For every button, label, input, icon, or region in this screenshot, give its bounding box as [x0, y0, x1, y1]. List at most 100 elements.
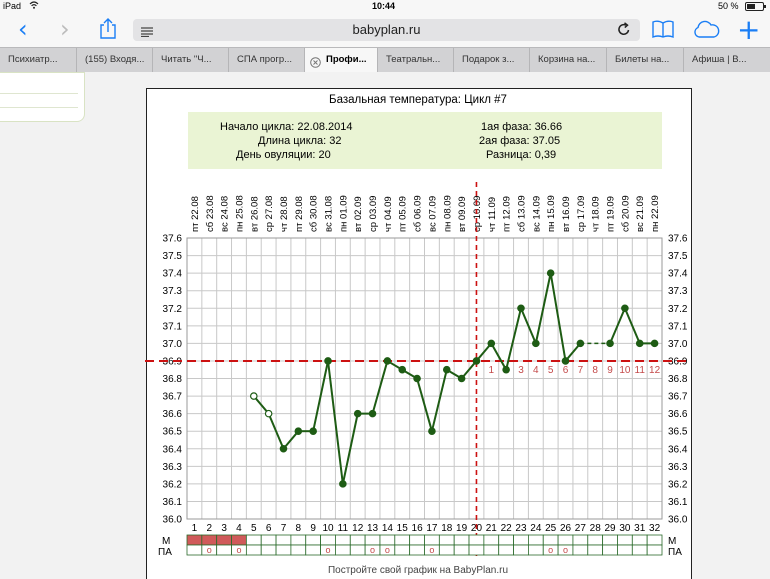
tab-active[interactable]: Профи... [305, 48, 378, 72]
m-cell [424, 534, 440, 546]
day-number: 19 [456, 523, 468, 534]
url-text: babyplan.ru [352, 22, 421, 37]
difference: Разница: 0,39 [486, 149, 557, 161]
m-cell [617, 534, 633, 546]
temp-line [460, 360, 478, 380]
tab-bar: Психиатр... (155) Входя... Читать "Ч... … [0, 47, 770, 73]
address-bar[interactable]: babyplan.ru [133, 19, 640, 41]
y-tick-label-right: 36.8 [668, 374, 688, 385]
pa-cell [305, 544, 321, 556]
pa-cell [528, 544, 544, 556]
date-label: сб 06.09 [413, 195, 424, 232]
tab[interactable]: (155) Входя... [77, 48, 153, 72]
temp-line [253, 395, 270, 415]
date-label: ср 10.09 [472, 196, 483, 232]
y-tick-label-right: 36.6 [668, 409, 688, 420]
m-cell [453, 534, 470, 546]
reader-icon[interactable] [141, 24, 153, 42]
forward-icon[interactable]: › [60, 15, 70, 43]
temp-point [546, 269, 555, 277]
post-ovulation-label: 9 [607, 365, 613, 376]
pa-cell [498, 544, 514, 556]
pa-marker: o [385, 545, 390, 555]
temp-point [413, 374, 421, 383]
bookmarks-icon[interactable] [652, 20, 674, 44]
m-cell [602, 534, 618, 546]
m-cell [438, 534, 455, 546]
m-cell [186, 534, 203, 546]
m-cell [587, 534, 604, 546]
m-cell [394, 534, 411, 546]
m-cell [379, 534, 396, 546]
tab[interactable]: СПА прогр... [229, 48, 305, 72]
m-cell [498, 534, 514, 546]
tab[interactable]: Корзина на... [530, 48, 607, 72]
date-label: сб 13.09 [516, 195, 527, 232]
date-label: пт 12.09 [502, 196, 513, 232]
y-tick-label-left: 36.2 [163, 479, 183, 490]
pa-cell [631, 544, 648, 556]
day-number: 23 [515, 523, 527, 534]
pa-marker: o [370, 545, 375, 555]
day-number: 9 [310, 523, 316, 534]
pa-marker: o [548, 545, 553, 555]
day-number: 12 [352, 523, 364, 534]
y-tick-label-left: 36.7 [163, 392, 183, 403]
temp-point [532, 339, 540, 348]
battery-icon [745, 2, 767, 13]
date-label: вт 16.09 [561, 196, 572, 232]
day-number: 28 [590, 523, 602, 534]
cloud-tabs-icon[interactable] [692, 20, 720, 44]
footer-text: Постройте свой график на BabyPlan.ru [327, 565, 509, 576]
date-label: пн 22.09 [650, 195, 661, 232]
m-cell [335, 534, 351, 546]
date-label: пт 19.09 [606, 196, 617, 232]
post-ovulation-label: 5 [548, 365, 554, 376]
m-cell [275, 534, 292, 546]
browser-toolbar: ‹ › babyplan.ru + [0, 13, 770, 47]
tab[interactable]: Театральн... [378, 48, 454, 72]
date-label: сб 20.09 [620, 195, 631, 232]
temp-line [430, 369, 448, 432]
temp-line [490, 342, 508, 371]
new-tab-icon[interactable]: + [737, 13, 761, 46]
close-tab-icon[interactable] [310, 54, 321, 72]
share-icon[interactable] [98, 18, 118, 45]
m-cell [528, 534, 544, 546]
tab[interactable]: Психиатр... [0, 48, 77, 72]
y-tick-label-left: 36.0 [163, 515, 183, 526]
m-row-label-left: М [162, 536, 170, 547]
date-label: чт 18.09 [591, 196, 602, 232]
y-tick-label-right: 37.2 [668, 304, 688, 315]
pa-cell [646, 544, 663, 556]
date-label: пн 25.08 [234, 195, 245, 232]
tab[interactable]: Билеты на... [607, 48, 684, 72]
m-cell [201, 534, 218, 546]
temp-line [475, 342, 493, 362]
y-tick-label-left: 36.4 [163, 444, 183, 455]
m-cell [542, 534, 559, 546]
reload-icon[interactable] [617, 22, 631, 42]
back-icon[interactable]: ‹ [18, 15, 28, 43]
m-cell [364, 534, 381, 546]
tab[interactable]: Афиша | В... [692, 54, 747, 65]
y-tick-label-right: 36.2 [668, 479, 688, 490]
pa-row-label-right: ПА [668, 547, 682, 558]
pa-cell [349, 544, 366, 556]
m-cell [290, 534, 307, 546]
day-number: 21 [486, 523, 498, 534]
post-ovulation-label: 4 [533, 365, 539, 376]
tab[interactable]: Подарок з... [454, 48, 530, 72]
day-number: 4 [236, 523, 242, 534]
day-number: 7 [281, 523, 287, 534]
date-label: ср 17.09 [576, 196, 587, 232]
tab[interactable]: Читать "Ч... [153, 48, 229, 72]
pa-cell [245, 544, 262, 556]
y-tick-label-right: 36.7 [668, 392, 688, 403]
y-tick-label-right: 37.0 [668, 339, 688, 350]
temp-point [294, 427, 303, 435]
date-label: пн 15.09 [546, 195, 557, 232]
temp-point [383, 357, 392, 365]
cycle-info: Начало цикла: 22.08.2014 Длина цикла: 32… [188, 112, 662, 169]
